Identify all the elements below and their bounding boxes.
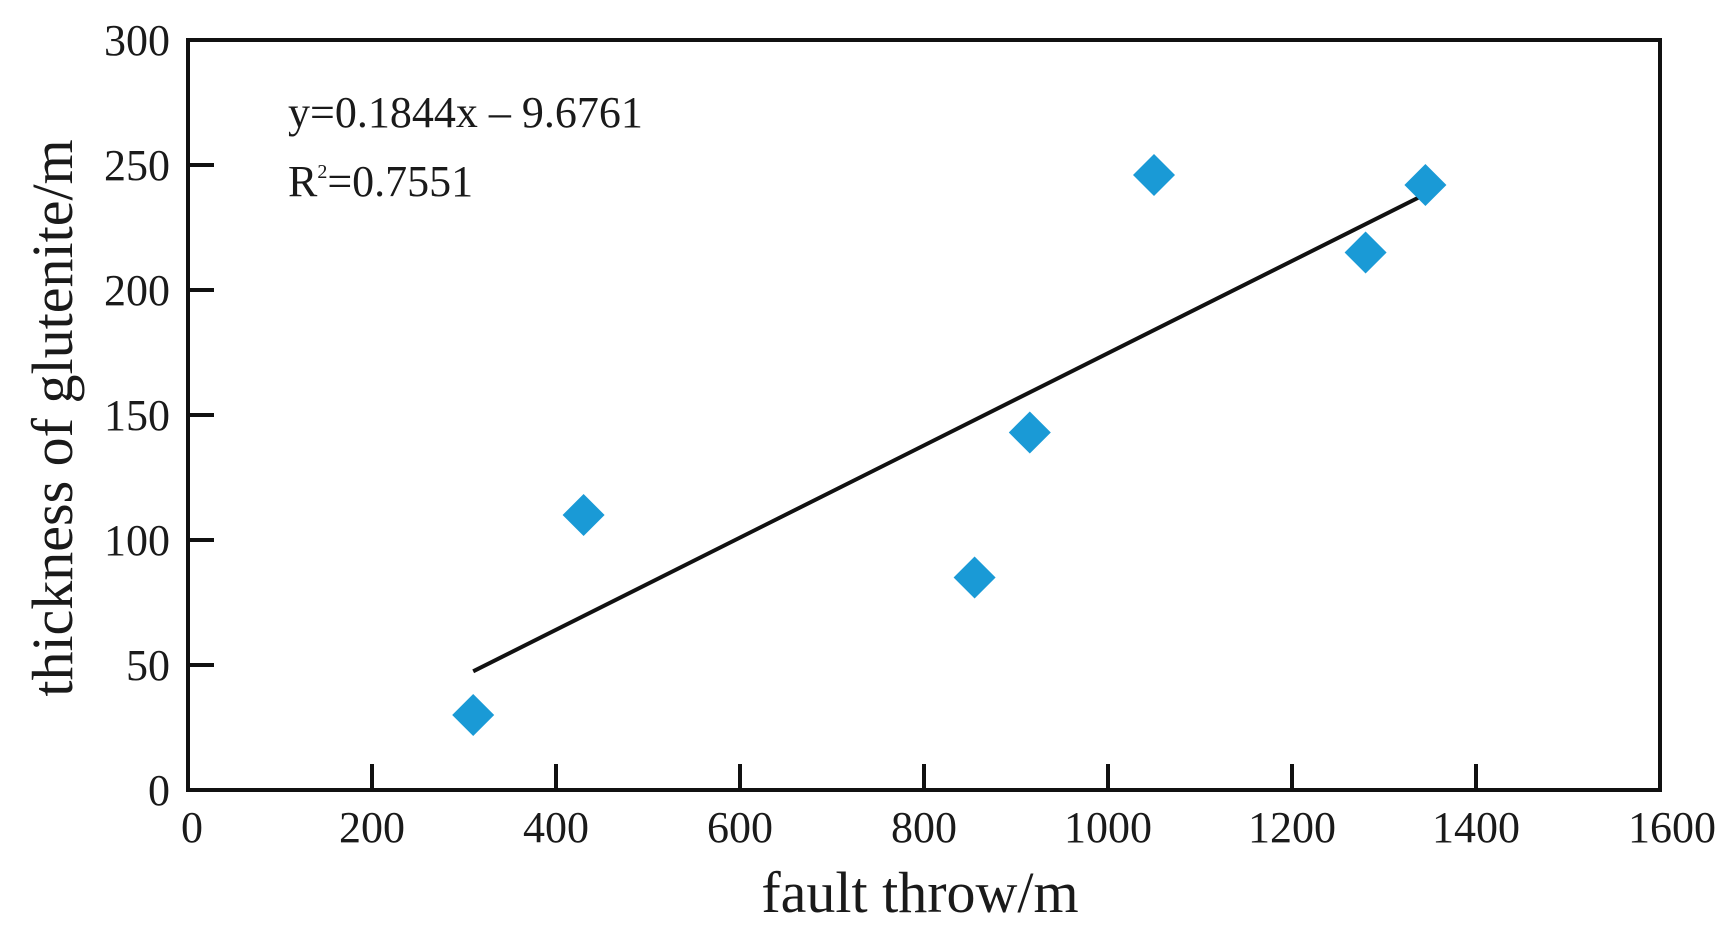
data-point: [1008, 411, 1051, 454]
y-axis-title: thickness of glutenite/m: [20, 139, 85, 696]
y-tick-label: 250: [104, 141, 170, 190]
data-point: [562, 494, 605, 536]
x-tick-label: 1400: [1432, 803, 1520, 852]
x-tick-label: 800: [891, 803, 957, 852]
r-squared-label: R2=0.7551: [288, 157, 473, 206]
x-tick-label: 1600: [1628, 803, 1716, 852]
r-squared-value: =0.7551: [327, 157, 473, 206]
data-point: [1133, 154, 1175, 196]
y-tick-label: 100: [104, 516, 170, 565]
y-tick-label: 300: [104, 16, 170, 65]
labels-layer: 0 200 400 600 800 1000 1200 1400 1600 0 50 100 150 20…: [104, 16, 1716, 852]
y-tick-label: 0: [148, 766, 170, 815]
r-squared-superscript: 2: [317, 161, 327, 183]
ticks-layer: [188, 163, 1478, 790]
plot-frame: [186, 38, 1662, 792]
points-layer: [452, 154, 1447, 736]
y-tick-label: 200: [104, 266, 170, 315]
r-squared-prefix: R: [288, 157, 318, 206]
x-tick-label: 1000: [1064, 803, 1152, 852]
x-tick-label: 200: [339, 803, 405, 852]
x-tick-label: 1200: [1248, 803, 1336, 852]
data-point: [1404, 164, 1447, 206]
data-point: [452, 694, 495, 736]
data-point: [1344, 231, 1387, 274]
x-tick-label: 600: [707, 803, 773, 852]
equation-label: y=0.1844x – 9.6761: [288, 88, 643, 137]
y-tick-label: 150: [104, 391, 170, 440]
trend-line: [472, 192, 1427, 674]
data-point: [953, 556, 996, 599]
y-tick-label: 50: [126, 641, 170, 690]
x-tick-label: 0: [181, 803, 203, 852]
x-axis-title: fault throw/m: [761, 860, 1078, 925]
x-tick-label: 400: [523, 803, 589, 852]
